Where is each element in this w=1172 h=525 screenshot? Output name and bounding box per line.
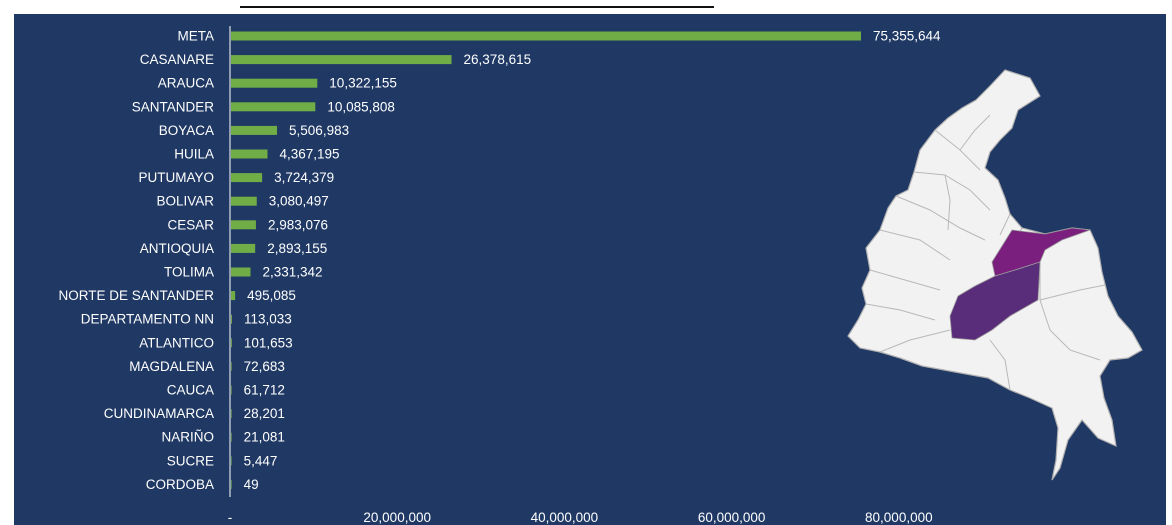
x-tick-label: 20,000,000 bbox=[363, 510, 431, 525]
value-label: 113,033 bbox=[244, 312, 292, 327]
bar bbox=[231, 361, 232, 371]
bar bbox=[231, 196, 257, 206]
category-label: HUILA bbox=[174, 147, 214, 162]
bar bbox=[231, 479, 232, 489]
category-label: SANTANDER bbox=[132, 99, 215, 114]
x-tick-label: 60,000,000 bbox=[698, 510, 766, 525]
value-label: 2,983,076 bbox=[268, 217, 328, 232]
bar bbox=[231, 409, 232, 419]
category-label: DEPARTAMENTO NN bbox=[81, 312, 214, 327]
top-border bbox=[0, 0, 1172, 14]
region-highlight-south bbox=[949, 261, 1041, 341]
colombia-map bbox=[847, 69, 1143, 481]
category-label: META bbox=[178, 29, 215, 44]
category-label: CESAR bbox=[167, 217, 214, 232]
category-label: MAGDALENA bbox=[129, 359, 214, 374]
bar bbox=[231, 220, 256, 230]
x-tick-label: 40,000,000 bbox=[531, 510, 599, 525]
value-label: 4,367,195 bbox=[280, 147, 340, 162]
value-label: 3,080,497 bbox=[269, 194, 329, 209]
x-tick-label: 80,000,000 bbox=[865, 510, 933, 525]
value-label: 61,712 bbox=[244, 383, 285, 398]
value-label: 10,322,155 bbox=[329, 76, 397, 91]
category-label: CUNDINAMARCA bbox=[104, 406, 214, 421]
x-tick-label: - bbox=[228, 510, 233, 525]
category-label: ATLANTICO bbox=[139, 335, 214, 350]
value-label: 2,893,155 bbox=[267, 241, 327, 256]
value-label: 21,081 bbox=[244, 430, 285, 445]
bar bbox=[231, 314, 232, 324]
category-label: PUTUMAYO bbox=[138, 170, 214, 185]
bar bbox=[231, 385, 232, 395]
value-label: 5,447 bbox=[244, 453, 278, 468]
category-label: CORDOBA bbox=[146, 477, 214, 492]
bar bbox=[231, 291, 236, 301]
bar bbox=[231, 456, 232, 466]
value-label: 72,683 bbox=[244, 359, 285, 374]
category-label: CAUCA bbox=[167, 383, 214, 398]
category-label: CASANARE bbox=[140, 52, 214, 67]
value-label: 101,653 bbox=[244, 335, 293, 350]
value-label: 28,201 bbox=[244, 406, 285, 421]
value-label: 10,085,808 bbox=[327, 99, 395, 114]
bar bbox=[231, 338, 232, 348]
bar bbox=[231, 55, 452, 65]
value-label: 495,085 bbox=[247, 288, 296, 303]
bar bbox=[231, 173, 263, 183]
bar bbox=[231, 102, 316, 112]
value-label: 2,331,342 bbox=[262, 265, 322, 280]
value-label: 26,378,615 bbox=[464, 52, 532, 67]
value-label: 5,506,983 bbox=[289, 123, 349, 138]
category-label: TOLIMA bbox=[164, 265, 214, 280]
category-label: BOYACA bbox=[159, 123, 214, 138]
category-label: NORTE DE SANTANDER bbox=[58, 288, 214, 303]
category-label: ANTIOQUIA bbox=[140, 241, 214, 256]
bar bbox=[231, 78, 318, 88]
bar bbox=[231, 125, 278, 135]
bar bbox=[231, 31, 861, 41]
bar bbox=[231, 267, 251, 277]
bar bbox=[231, 149, 268, 159]
category-label: BOLIVAR bbox=[156, 194, 214, 209]
region-highlight-north bbox=[991, 227, 1091, 277]
bar bbox=[231, 243, 256, 253]
category-label: SUCRE bbox=[167, 453, 214, 468]
value-label: 49 bbox=[244, 477, 259, 492]
internal-borders bbox=[865, 114, 1106, 391]
category-label: ARAUCA bbox=[158, 76, 214, 91]
value-label: 75,355,644 bbox=[873, 29, 941, 44]
category-label: NARIÑO bbox=[161, 430, 214, 445]
value-label: 3,724,379 bbox=[274, 170, 334, 185]
top-underline bbox=[240, 6, 714, 8]
bar bbox=[231, 432, 232, 442]
